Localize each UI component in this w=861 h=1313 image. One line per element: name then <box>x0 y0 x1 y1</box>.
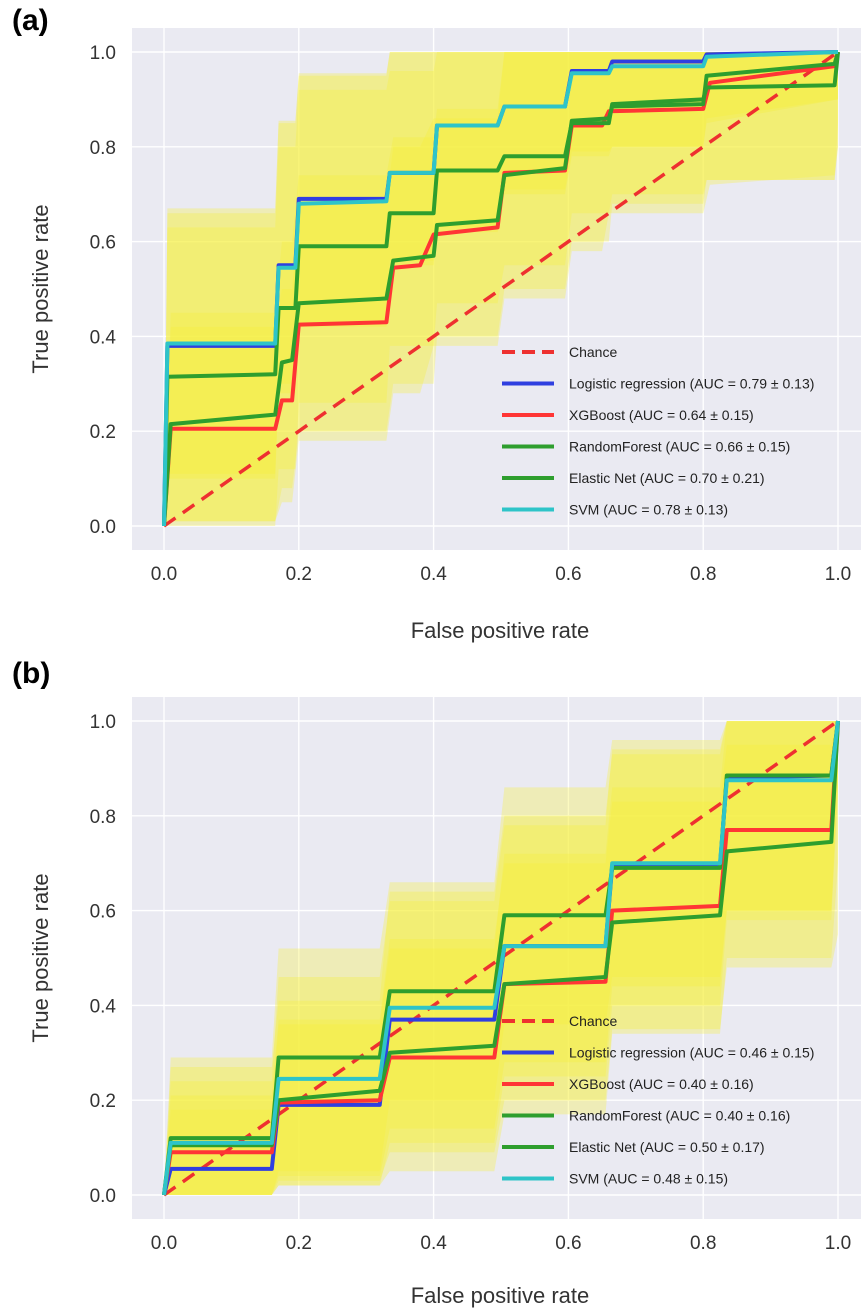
plot-background <box>132 28 861 550</box>
panel-label: (a) <box>12 4 49 37</box>
series-line <box>162 51 840 527</box>
legend-entry: Chance <box>569 344 617 360</box>
legend: Chance Logistic regression (AUC = 0.79 ± … <box>502 344 814 518</box>
confidence-band <box>164 52 838 526</box>
y-tick-label: 1.0 <box>90 712 116 733</box>
legend-entry: SVM (AUC = 0.78 ± 0.13) <box>569 502 728 518</box>
y-tick-label: 0.2 <box>90 422 116 443</box>
y-axis-label: True positive rate <box>28 873 53 1042</box>
series-line <box>162 720 840 1196</box>
y-tick-label: 0.2 <box>90 1091 116 1112</box>
x-tick-label: 1.0 <box>825 1233 851 1254</box>
x-tick-label: 0.6 <box>555 564 581 585</box>
legend-entry: RandomForest (AUC = 0.40 ± 0.16) <box>569 1108 790 1124</box>
legend-entry: Elastic Net (AUC = 0.50 ± 0.17) <box>569 1139 765 1155</box>
y-tick-label: 0.0 <box>90 517 116 538</box>
legend-entry: Elastic Net (AUC = 0.70 ± 0.21) <box>569 470 765 486</box>
x-tick-label: 0.4 <box>420 564 447 585</box>
x-tick-label: 0.8 <box>690 1233 716 1254</box>
y-tick-label: 0.6 <box>90 902 116 923</box>
x-tick-label: 0.4 <box>420 1233 447 1254</box>
y-tick-label: 1.0 <box>90 43 116 64</box>
y-tick-label: 0.8 <box>90 807 116 828</box>
series-line <box>162 51 840 527</box>
y-tick-label: 0.4 <box>90 996 117 1017</box>
x-tick-label: 0.2 <box>286 564 312 585</box>
confidence-band <box>164 52 838 526</box>
y-axis-label: True positive rate <box>28 204 53 373</box>
y-tick-label: 0.4 <box>90 327 117 348</box>
x-tick-label: 0.6 <box>555 1233 581 1254</box>
legend-entry: Logistic regression (AUC = 0.46 ± 0.15) <box>569 1045 814 1061</box>
x-axis-label: False positive rate <box>411 618 590 643</box>
x-axis-label: False positive rate <box>411 1283 590 1308</box>
confidence-band <box>164 52 838 526</box>
y-tick-label: 0.8 <box>90 138 116 159</box>
chart-panel-a: 0.0 0.0 0.2 0.2 0.4 0.4 0.6 0.6 0.8 0.8 1.0 1.0 Chan… <box>12 4 861 643</box>
x-tick-label: 0.0 <box>151 564 177 585</box>
x-tick-label: 0.2 <box>286 1233 312 1254</box>
legend: Chance Logistic regression (AUC = 0.46 ± … <box>502 1013 814 1187</box>
series-line <box>162 51 840 527</box>
legend-entry: Logistic regression (AUC = 0.79 ± 0.13) <box>569 376 814 392</box>
confidence-band <box>164 52 838 526</box>
x-tick-label: 0.0 <box>151 1233 177 1254</box>
plot-background <box>132 697 861 1219</box>
chart-panel-b: 0.0 0.0 0.2 0.2 0.4 0.4 0.6 0.6 0.8 0.8 1.0 1.0 Chan… <box>12 657 861 1308</box>
legend-entry: SVM (AUC = 0.48 ± 0.15) <box>569 1171 728 1187</box>
y-tick-label: 0.0 <box>90 1186 116 1207</box>
x-tick-label: 1.0 <box>825 564 851 585</box>
x-tick-label: 0.8 <box>690 564 716 585</box>
legend-entry: XGBoost (AUC = 0.64 ± 0.15) <box>569 407 754 423</box>
y-tick-label: 0.6 <box>90 233 116 254</box>
legend-entry: RandomForest (AUC = 0.66 ± 0.15) <box>569 439 790 455</box>
legend-entry: XGBoost (AUC = 0.40 ± 0.16) <box>569 1076 754 1092</box>
series-line <box>162 50 839 527</box>
panel-label: (b) <box>12 657 50 690</box>
confidence-band <box>164 52 838 526</box>
legend-entry: Chance <box>569 1013 617 1029</box>
